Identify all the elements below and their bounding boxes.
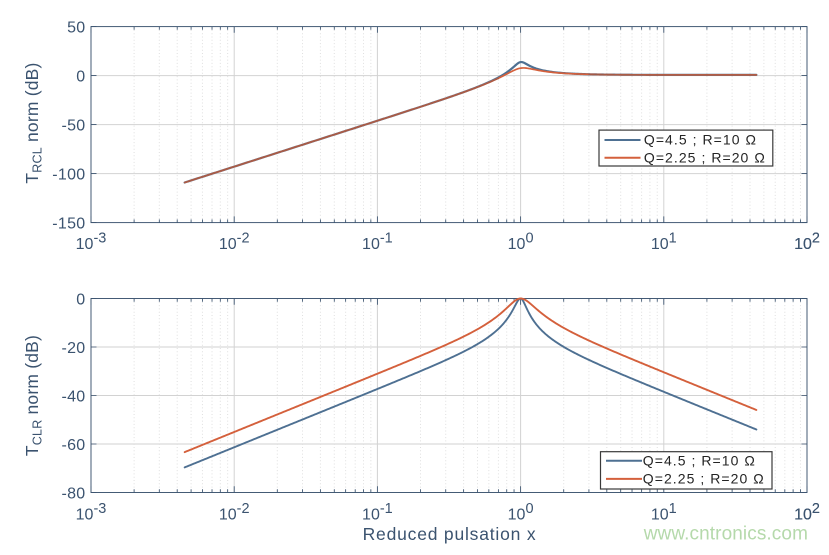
svg-text:Reduced pulsation x: Reduced pulsation x: [363, 524, 537, 544]
svg-text:www.cntronics.com: www.cntronics.com: [643, 524, 808, 545]
svg-text:0: 0: [76, 68, 85, 85]
svg-text:Q=4.5 ; R=10 Ω: Q=4.5 ; R=10 Ω: [644, 132, 757, 148]
svg-text:Q=2.25 ; R=20 Ω: Q=2.25 ; R=20 Ω: [644, 149, 766, 165]
svg-text:-100: -100: [52, 166, 85, 183]
svg-text:0: 0: [76, 291, 85, 308]
svg-text:-20: -20: [61, 340, 85, 357]
svg-text:-50: -50: [61, 117, 85, 134]
svg-text:-60: -60: [61, 437, 85, 454]
svg-text:-150: -150: [52, 215, 85, 232]
svg-text:Q=2.25 ; R=20 Ω: Q=2.25 ; R=20 Ω: [643, 470, 765, 486]
svg-text:-80: -80: [61, 485, 85, 502]
svg-text:50: 50: [67, 19, 85, 36]
svg-text:-40: -40: [61, 388, 85, 405]
svg-text:Q=4.5 ; R=10 Ω: Q=4.5 ; R=10 Ω: [643, 452, 756, 468]
